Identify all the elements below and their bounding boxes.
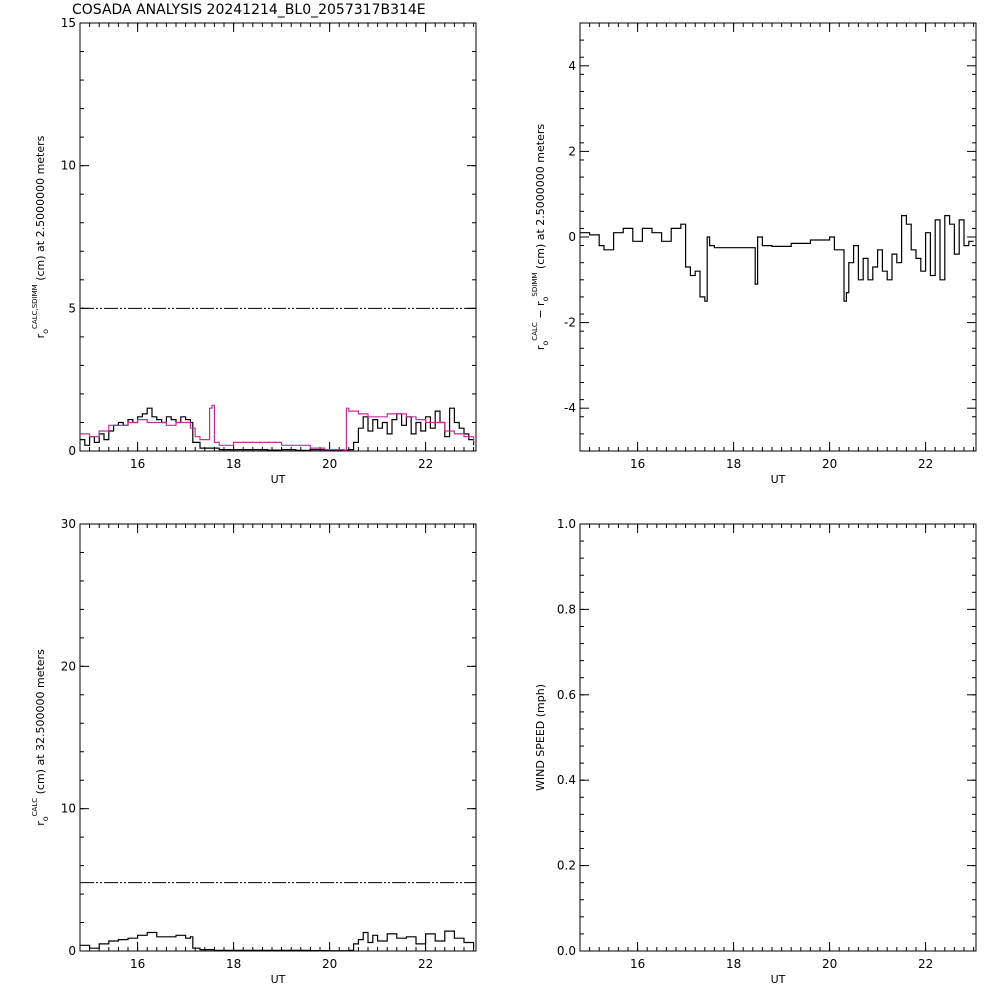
series-line-0 [580, 215, 974, 302]
x-tick-label: 22 [918, 957, 933, 971]
x-tick-label: 16 [630, 957, 645, 971]
x-axis-label: UT [771, 473, 786, 486]
y-tick-label: 0.4 [557, 773, 576, 787]
x-axis-label: UT [771, 973, 786, 986]
x-tick-label: 16 [630, 457, 645, 471]
x-tick-label: 22 [418, 457, 433, 471]
series-line-0 [80, 930, 475, 952]
y-tick-label: 2 [568, 144, 576, 158]
y-tick-label: -2 [564, 316, 576, 330]
panel-top-left: 16 18 20 22 0 5 10 15 UT roCALC,SDIMM (cm) at 2.5… [31, 16, 477, 486]
x-tick-label: 22 [918, 457, 933, 471]
x-tick-label: 16 [130, 457, 145, 471]
x-tick-label: 20 [822, 457, 837, 471]
panel-bottom-left: 16 18 20 22 0 10 20 30 UT roCALC (cm) at 32.50000… [31, 517, 477, 986]
x-tick-label: 18 [226, 957, 241, 971]
x-axis-label: UT [271, 973, 286, 986]
series-line-0 [80, 407, 475, 451]
panel-top-right: 16 18 20 22 -4 -2 0 2 4 UT roCALC − roSDIMM (cm) a… [531, 22, 977, 486]
figure-title: COSADA ANALYSIS 20241214_BL0_2057317B314… [72, 2, 426, 18]
y-tick-label: 0 [68, 944, 76, 958]
y-tick-label: 20 [61, 659, 76, 673]
series-line-1 [80, 404, 475, 451]
panel-bottom-right: 16 18 20 22 0.0 0.2 0.4 0.6 0.8 1.0 UT WIND SPEED (… [534, 517, 977, 986]
y-tick-label: 0 [68, 444, 76, 458]
y-tick-label: 0.6 [557, 688, 576, 702]
x-axis-label: UT [271, 473, 286, 486]
y-axis-label: roCALC − roSDIMM (cm) at 2.5000000 meter… [531, 124, 550, 350]
y-tick-label: 30 [61, 517, 76, 531]
x-tick-label: 18 [726, 957, 741, 971]
plot-frame [79, 22, 477, 452]
x-tick-label: 16 [130, 957, 145, 971]
plot-frame [579, 22, 977, 452]
y-tick-label: 10 [61, 802, 76, 816]
y-tick-label: 0.2 [557, 859, 576, 873]
y-tick-label: 0.8 [557, 602, 576, 616]
x-tick-label: 22 [418, 957, 433, 971]
y-tick-label: 1.0 [557, 517, 576, 531]
x-tick-label: 20 [822, 957, 837, 971]
y-axis-label: roCALC (cm) at 32.500000 meters [31, 649, 50, 826]
y-axis-label: WIND SPEED (mph) [534, 684, 547, 791]
x-tick-label: 18 [726, 457, 741, 471]
y-tick-label: 5 [68, 301, 76, 315]
y-tick-label: 15 [61, 16, 76, 30]
x-tick-label: 20 [322, 457, 337, 471]
x-tick-label: 18 [226, 457, 241, 471]
plot-frame [579, 523, 977, 952]
y-tick-label: -4 [564, 401, 576, 415]
y-tick-label: 0.0 [557, 944, 576, 958]
x-tick-label: 20 [322, 957, 337, 971]
y-tick-label: 10 [61, 159, 76, 173]
y-tick-label: 4 [568, 59, 576, 73]
plot-frame [79, 523, 477, 952]
y-tick-label: 0 [568, 230, 576, 244]
y-axis-label: roCALC,SDIMM (cm) at 2.5000000 meters [31, 135, 50, 338]
